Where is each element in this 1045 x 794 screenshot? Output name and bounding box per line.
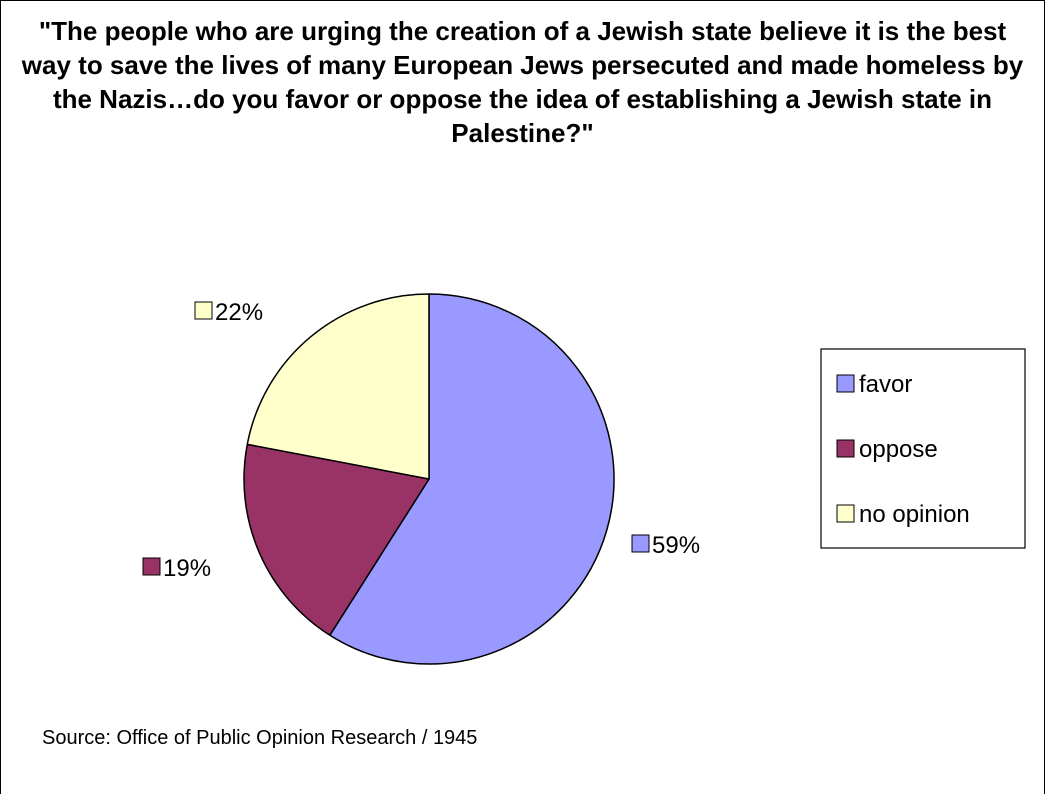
pie-slice-no-opinion xyxy=(246,293,430,480)
pie-slice-oppose xyxy=(243,443,430,636)
legend-label-no-opinion: no opinion xyxy=(859,501,970,528)
data-label-favor: 59% xyxy=(652,532,700,559)
data-label-swatch-oppose xyxy=(142,557,161,576)
data-label-swatch-no-opinion xyxy=(194,301,213,320)
legend-label-oppose: oppose xyxy=(859,436,938,463)
pie-slice-favor xyxy=(329,293,615,665)
legend-swatch-oppose xyxy=(836,439,855,458)
legend-swatch-no-opinion xyxy=(836,504,855,523)
source-note: Source: Office of Public Opinion Researc… xyxy=(42,727,478,749)
data-label-swatch-favor xyxy=(631,534,650,553)
chart-title: "The people who are urging the creation … xyxy=(21,16,1024,148)
legend: favor oppose no opinion xyxy=(820,348,1026,549)
pie-slices xyxy=(243,293,615,665)
data-label-no-opinion: 22% xyxy=(215,299,263,326)
legend-label-favor: favor xyxy=(859,371,912,398)
data-label-oppose: 19% xyxy=(163,555,211,582)
legend-swatch-favor xyxy=(836,374,855,393)
data-labels: 59% 19% 22% xyxy=(142,299,700,582)
legend-box xyxy=(820,348,1026,549)
